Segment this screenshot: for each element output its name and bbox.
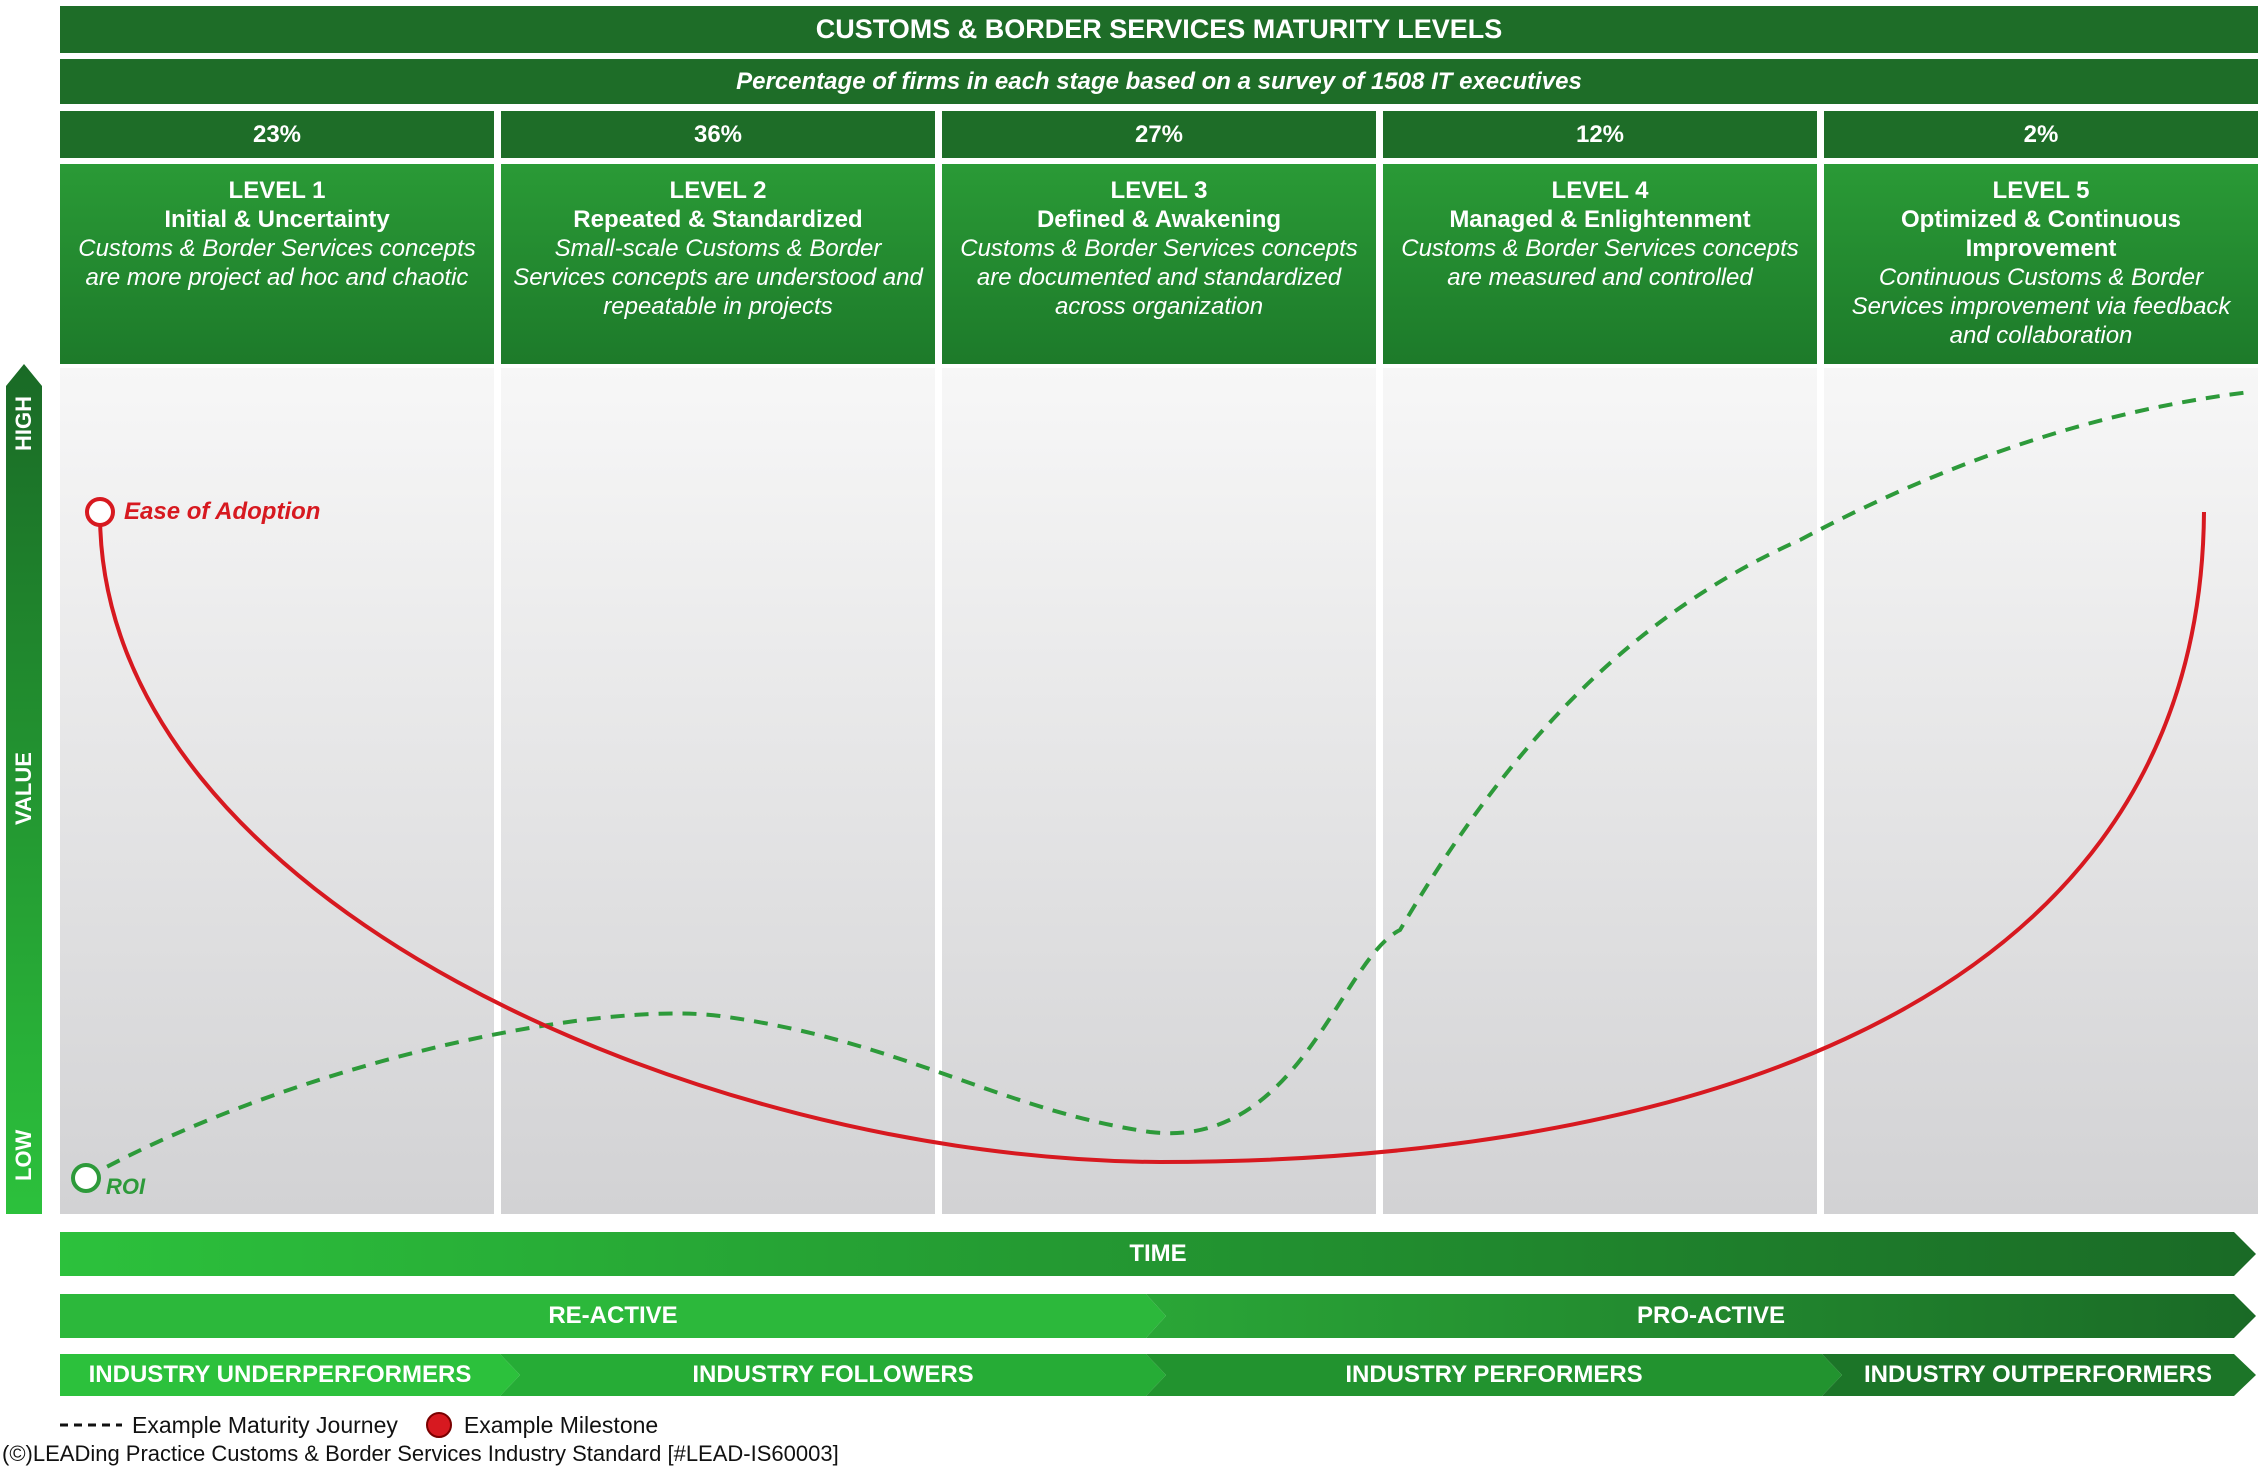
level-4-percent: 12% bbox=[1383, 111, 1817, 158]
diagram-subtitle: Percentage of firms in each stage based … bbox=[60, 59, 2258, 104]
legend-journey-label: Example Maturity Journey bbox=[132, 1411, 398, 1438]
level-5-box: LEVEL 5 Optimized & Continuous Improveme… bbox=[1824, 164, 2258, 364]
level-5-name: LEVEL 5 bbox=[1992, 177, 2090, 204]
followers-ribbon bbox=[500, 1354, 1166, 1396]
level-2-title: Repeated & Standardized bbox=[573, 206, 863, 233]
level-1-column bbox=[60, 368, 494, 1214]
level-2-box: LEVEL 2 Repeated & Standardized Small-sc… bbox=[501, 164, 935, 364]
performers-label: INDUSTRY PERFORMERS bbox=[1345, 1361, 1643, 1388]
proactive-label: PRO-ACTIVE bbox=[1636, 1302, 1785, 1329]
maturity-journey-curve bbox=[85, 390, 2251, 1180]
level-3-name: LEVEL 3 bbox=[1110, 177, 1208, 204]
outperformers-label: INDUSTRY OUTPERFORMERS bbox=[1863, 1361, 2213, 1388]
level-4-name: LEVEL 4 bbox=[1551, 177, 1649, 204]
followers-label: INDUSTRY FOLLOWERS bbox=[692, 1361, 974, 1388]
level-5-column bbox=[1824, 368, 2258, 1214]
level-1-title: Initial & Uncertainty bbox=[164, 206, 390, 233]
level-1-name: LEVEL 1 bbox=[228, 177, 326, 204]
legend: Example Maturity Journey Example Milesto… bbox=[60, 1410, 658, 1440]
roi-milestone-icon bbox=[71, 1163, 101, 1193]
ease-of-adoption-milestone-icon bbox=[85, 497, 115, 527]
underperformers-ribbon bbox=[60, 1354, 520, 1396]
level-5-description: Continuous Customs & Border Services imp… bbox=[1851, 264, 2231, 349]
level-2-description: Small-scale Customs & Border Services co… bbox=[513, 235, 923, 320]
legend-milestone-label: Example Milestone bbox=[463, 1411, 659, 1438]
level-1-percent: 23% bbox=[60, 111, 494, 158]
level-3-title: Defined & Awakening bbox=[1036, 206, 1282, 233]
value-axis-arrow bbox=[6, 364, 42, 1214]
level-5-percent: 2% bbox=[1824, 111, 2258, 158]
level-2-percent: 36% bbox=[501, 111, 935, 158]
level-3-percent: 27% bbox=[942, 111, 1376, 158]
milestone-dot-icon bbox=[425, 1412, 452, 1438]
underperformers-label: INDUSTRY UNDERPERFORMERS bbox=[88, 1361, 472, 1388]
ease-of-adoption-curve bbox=[98, 511, 2206, 1165]
level-4-title: Managed & Enlightenment bbox=[1449, 206, 1751, 233]
proactive-ribbon bbox=[1146, 1294, 2256, 1338]
footer-text: Ding Practice Customs & Border Services … bbox=[74, 1441, 839, 1466]
reactive-ribbon bbox=[60, 1294, 1166, 1338]
level-4-column bbox=[1383, 368, 1817, 1214]
level-3-column bbox=[942, 368, 1376, 1214]
diagram-title: CUSTOMS & BORDER SERVICES MATURITY LEVEL… bbox=[60, 6, 2258, 53]
level-2-column bbox=[501, 368, 935, 1214]
level-1-box: LEVEL 1 Initial & Uncertainty Customs & … bbox=[60, 164, 494, 364]
roi-label: ROI bbox=[106, 1174, 146, 1199]
performers-ribbon bbox=[1146, 1354, 1842, 1396]
footer-logo: (©)LEA bbox=[2, 1441, 75, 1466]
dashed-line-icon bbox=[60, 1423, 122, 1427]
ease-of-adoption-label: Ease of Adoption bbox=[124, 498, 321, 525]
time-label: TIME bbox=[1129, 1240, 1187, 1267]
footer: (©)LEADing Practice Customs & Border Ser… bbox=[2, 1441, 839, 1467]
reactive-label: RE-ACTIVE bbox=[548, 1302, 678, 1329]
level-4-box: LEVEL 4 Managed & Enlightenment Customs … bbox=[1383, 164, 1817, 364]
level-3-description: Customs & Border Services concepts are d… bbox=[960, 235, 1358, 320]
level-5-title: Optimized & Continuous Improvement bbox=[1901, 206, 2181, 262]
level-3-box: LEVEL 3 Defined & Awakening Customs & Bo… bbox=[942, 164, 1376, 364]
level-2-name: LEVEL 2 bbox=[669, 177, 767, 204]
level-4-description: Customs & Border Services concepts are m… bbox=[1401, 235, 1799, 291]
level-1-description: Customs & Border Services concepts are m… bbox=[78, 235, 476, 291]
time-ribbon bbox=[60, 1232, 2256, 1276]
outperformers-ribbon bbox=[1822, 1354, 2256, 1396]
